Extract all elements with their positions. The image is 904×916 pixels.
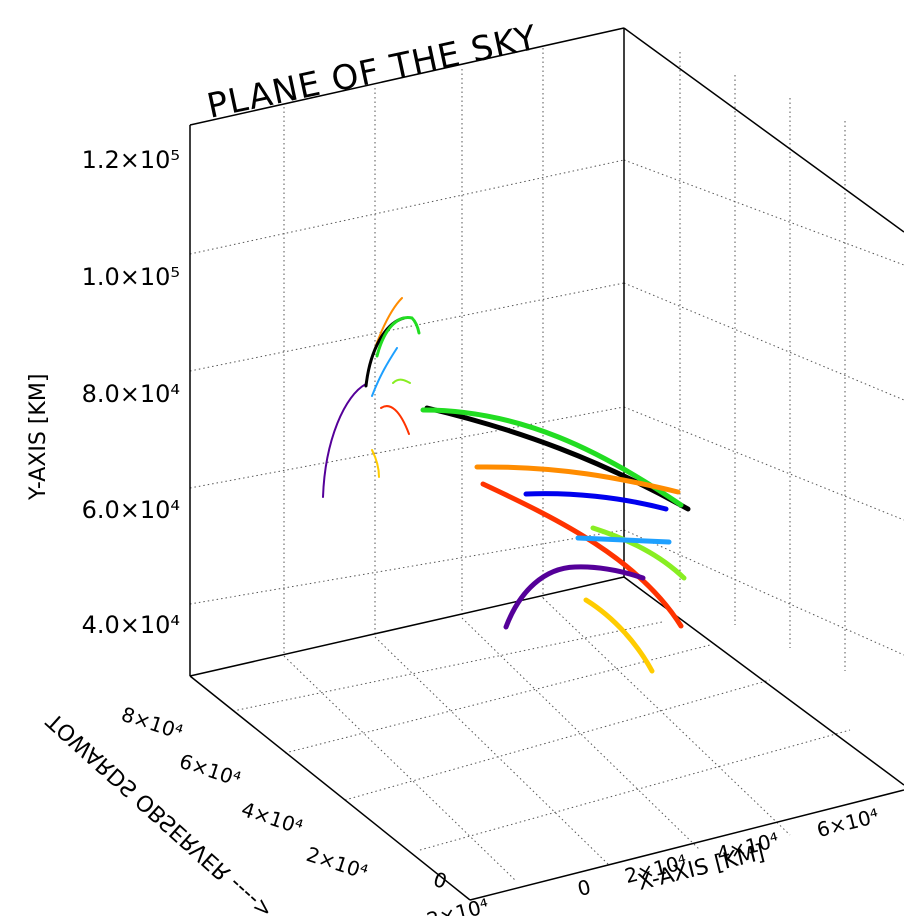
z-tick-label: 2×10⁴ <box>303 842 370 884</box>
floor-grid <box>232 597 851 881</box>
z-tick-label: 8×10⁴ <box>118 702 185 744</box>
curve-yellow-7 <box>371 449 380 478</box>
y-axis-label: Y-AXIS [KM] <box>26 374 51 501</box>
z-tick-label: 6×10⁴ <box>176 749 243 791</box>
curve-lightblue-4 <box>371 347 398 397</box>
curve-blue-11 <box>523 491 669 512</box>
x-tick-label: 6×10⁴ <box>814 804 881 843</box>
x-tick-label: -2×10⁴ <box>417 894 491 916</box>
y-tick-label: 6.0×10⁴ <box>82 496 180 524</box>
curve-lightgreen-5 <box>392 378 411 384</box>
y-tick-label: 1.2×10⁵ <box>82 146 180 174</box>
curve-black-2 <box>364 316 406 388</box>
x-tick-label: 0 <box>575 875 593 901</box>
z-tick-labels: 8×10⁴ 6×10⁴ 4×10⁴ 2×10⁴ 0 <box>118 702 450 894</box>
curve-green-3 <box>375 316 421 358</box>
y-tick-label: 8.0×10⁴ <box>82 380 180 408</box>
curve-black-8 <box>424 405 691 512</box>
curves-group <box>322 297 691 674</box>
curve-red-12 <box>480 481 684 629</box>
curve-lightgreen-13 <box>590 525 687 581</box>
curve-purple-0 <box>322 383 367 498</box>
y-tick-label: 1.0×10⁵ <box>82 263 180 291</box>
curve-purple-15 <box>503 564 646 630</box>
curve-orange-10 <box>474 464 681 495</box>
y-tick-labels: 1.2×10⁵ 1.0×10⁵ 8.0×10⁴ 6.0×10⁴ 4.0×10⁴ <box>82 146 180 639</box>
y-tick-label: 4.0×10⁴ <box>82 611 180 639</box>
z-tick-label: 4×10⁴ <box>238 797 305 839</box>
x-axis-label: X-AXIS [KM] <box>635 840 767 896</box>
curve-yellow-16 <box>583 597 655 674</box>
axes-frame <box>189 27 904 901</box>
back-wall-grid <box>189 48 625 656</box>
x-tick-labels: -2×10⁴ 0 2×10⁴ 4×10⁴ 6×10⁴ <box>417 804 881 916</box>
curve-lightblue-14 <box>575 535 672 545</box>
curve-red-6 <box>380 405 410 435</box>
chart-title: PLANE OF THE SKY <box>204 18 541 127</box>
side-wall-grid <box>623 52 904 671</box>
